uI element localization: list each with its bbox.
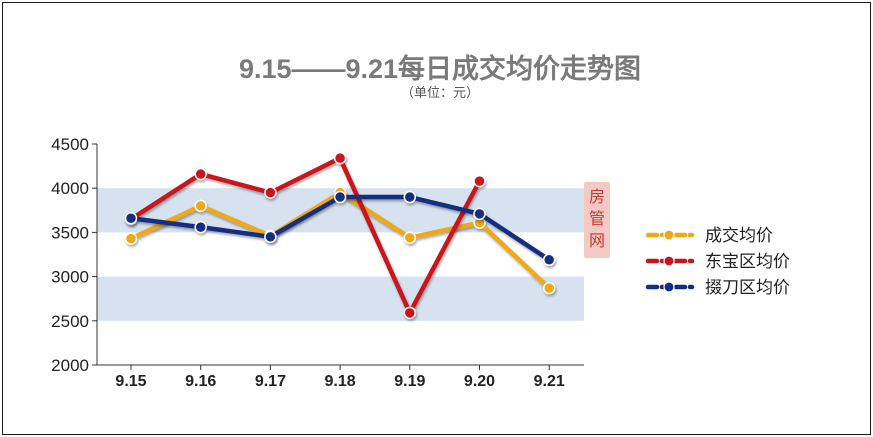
- x-tick-label: 9.18: [325, 373, 356, 390]
- data-point: [333, 151, 347, 165]
- series-2: [124, 190, 556, 267]
- chart-subtitle: （单位：元）: [401, 85, 479, 100]
- data-point: [264, 186, 277, 199]
- x-tick-label: 9.19: [394, 373, 425, 390]
- series-line: [128, 155, 482, 316]
- legend-label: 掇刀区均价: [705, 278, 790, 297]
- stamp-char: 管: [589, 210, 605, 228]
- x-tick-label: 9.17: [255, 373, 286, 390]
- data-point: [194, 199, 207, 213]
- x-tick-label: 9.20: [464, 373, 495, 390]
- legend-swatch-dot: [663, 255, 675, 267]
- grid-band: [97, 276, 584, 321]
- y-tick-label: 2500: [51, 312, 89, 331]
- series-lines: [124, 151, 556, 320]
- stamp-char: 网: [589, 233, 605, 250]
- data-point: [403, 231, 417, 244]
- data-point: [403, 306, 417, 320]
- data-point: [403, 190, 417, 204]
- y-tick-label: 4500: [51, 135, 89, 154]
- data-point: [542, 253, 556, 267]
- legend-label: 成交均价: [705, 226, 773, 245]
- data-point: [333, 190, 347, 204]
- y-tick-label: 3500: [51, 223, 89, 242]
- data-point: [264, 230, 277, 244]
- data-point: [542, 281, 556, 295]
- x-tick-label: 9.16: [185, 373, 216, 390]
- x-tick-labels: 9.15 9.16 9.17 9.18 9.19 9.20 9.21: [115, 373, 564, 390]
- y-tick-label: 3000: [51, 268, 89, 287]
- watermark-stamp: 房管网: [584, 182, 610, 258]
- stamp-char: 房: [589, 188, 605, 206]
- y-tick-label: 2000: [51, 356, 89, 375]
- data-point: [473, 207, 486, 221]
- chart-title: 9.15——9.21每日成交均价走势图: [239, 53, 641, 84]
- y-tick-label: 4000: [51, 179, 89, 198]
- stamp-box: [584, 182, 610, 258]
- legend-item: 掇刀区均价: [645, 278, 790, 297]
- axes: [92, 143, 584, 370]
- legend-swatch-dot: [663, 229, 675, 241]
- data-point: [124, 212, 138, 225]
- data-point: [473, 174, 486, 188]
- x-tick-label: 9.15: [115, 373, 146, 390]
- legend-item: 成交均价: [645, 226, 773, 245]
- legend-label: 东宝区均价: [705, 252, 790, 271]
- data-point: [194, 220, 207, 234]
- legend-item: 东宝区均价: [645, 252, 790, 271]
- legend-swatch-dot: [663, 281, 675, 293]
- data-point: [124, 232, 138, 245]
- series-1: [124, 151, 486, 320]
- x-tick-label: 9.21: [534, 373, 565, 390]
- y-tick-labels: 2000 2500 3000 3500 4000 4500: [51, 135, 89, 375]
- data-point: [194, 167, 207, 181]
